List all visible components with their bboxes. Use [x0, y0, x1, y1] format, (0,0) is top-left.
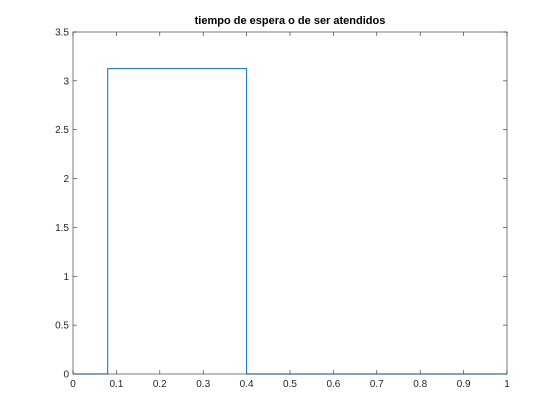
chart-title: tiempo de espera o de ser atendidos	[195, 15, 386, 27]
axes-box	[72, 31, 508, 375]
x-tick-label: 0.5	[283, 379, 297, 390]
x-tick-label: 0.4	[240, 379, 254, 390]
plot-area	[73, 32, 507, 374]
y-tick-label: 1	[63, 272, 69, 283]
y-tick-label: 0	[63, 370, 69, 381]
y-tick-label: 2.5	[55, 125, 69, 136]
x-tick-label: 0.3	[196, 379, 210, 390]
x-tick-label: 0.8	[413, 379, 427, 390]
x-tick-label: 1	[504, 379, 510, 390]
y-tick-label: 3.5	[55, 28, 69, 39]
y-tick-label: 1.5	[55, 223, 69, 234]
x-tick-label: 0.2	[153, 379, 167, 390]
x-tick-label: 0.1	[109, 379, 123, 390]
y-tick-label: 2	[63, 174, 69, 185]
x-tick-label: 0.6	[326, 379, 340, 390]
x-tick-label: 0	[70, 379, 76, 390]
y-tick-label: 3	[63, 76, 69, 87]
x-tick-label: 0.9	[457, 379, 471, 390]
x-tick-label: 0.7	[370, 379, 384, 390]
y-tick-label: 0.5	[55, 321, 69, 332]
